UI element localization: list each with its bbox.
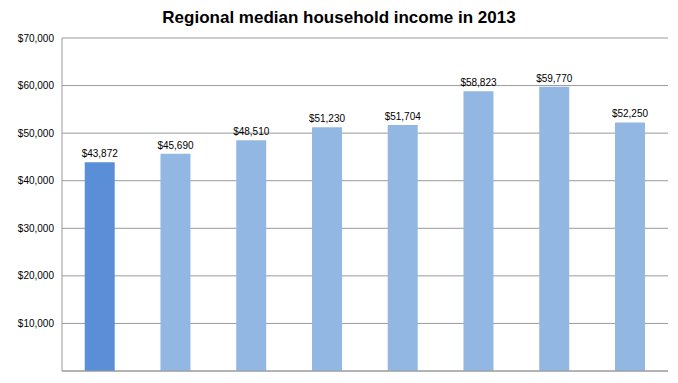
svg-text:$70,000: $70,000 xyxy=(18,33,55,44)
svg-text:$50,000: $50,000 xyxy=(18,128,55,139)
svg-text:$60,000: $60,000 xyxy=(18,80,55,91)
svg-text:$45,690: $45,690 xyxy=(157,140,194,151)
svg-text:$30,000: $30,000 xyxy=(18,223,55,234)
svg-text:$51,230: $51,230 xyxy=(309,113,346,124)
html-text:Regional median household inco: Regional median household income in 2013 xyxy=(162,8,516,27)
svg-text:$10,000: $10,000 xyxy=(18,318,55,329)
svg-text:$58,823: $58,823 xyxy=(460,77,497,88)
svg-text:$20,000: $20,000 xyxy=(18,270,55,281)
svg-text:$51,704: $51,704 xyxy=(385,111,422,122)
svg-text:$52,250: $52,250 xyxy=(612,108,649,119)
svg-text:$59,770: $59,770 xyxy=(536,73,573,84)
svg-text:$40,000: $40,000 xyxy=(18,175,55,186)
svg-text:$48,510: $48,510 xyxy=(233,126,270,137)
svg-text:$43,872: $43,872 xyxy=(82,148,119,159)
